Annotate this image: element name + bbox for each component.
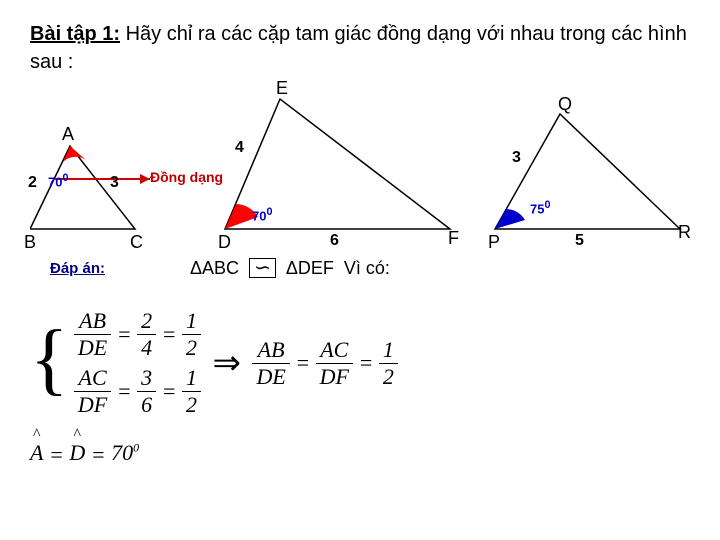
- answer-line: ΔABC ∽ ΔDEF Vì có:: [190, 258, 390, 279]
- title-text: Hãy chỉ ra các cặp tam giác đồng dạng vớ…: [30, 23, 687, 73]
- vertex-B: B: [24, 232, 36, 253]
- side-DF: 6: [330, 232, 339, 250]
- side-AB: 2: [28, 174, 37, 192]
- triangles-svg: [30, 84, 690, 254]
- vertex-Q: Q: [558, 94, 572, 115]
- math-proof: { ABDE = 24 = 12 ACDF = 36 = 12 ⇒ ABDE =…: [30, 300, 398, 472]
- dongdang-label: Đồng dạng: [150, 169, 223, 185]
- side-AC: 3: [110, 174, 119, 192]
- angle-P: 750: [530, 199, 551, 216]
- vertex-F: F: [448, 228, 459, 249]
- vertex-P: P: [488, 232, 500, 253]
- angle-A: 700: [48, 172, 69, 189]
- vertex-A: A: [62, 124, 74, 145]
- side-DE: 4: [235, 139, 244, 157]
- vertex-R: R: [678, 222, 691, 243]
- similar-icon: ∽: [249, 258, 276, 278]
- problem-title: Bài tập 1: Hãy chỉ ra các cặp tam giác đ…: [30, 20, 690, 76]
- title-label: Bài tập 1:: [30, 23, 120, 45]
- answer-label: Đáp án:: [50, 260, 105, 277]
- diagram-area: A B C 2 3 700 Đồng dạng E D F 4 6 700 Q …: [30, 84, 690, 244]
- vertex-E: E: [276, 78, 288, 99]
- vertex-C: C: [130, 232, 143, 253]
- vertex-D: D: [218, 232, 231, 253]
- angle-D: 700: [252, 206, 273, 223]
- side-PR: 5: [575, 232, 584, 250]
- side-PQ: 3: [512, 149, 521, 167]
